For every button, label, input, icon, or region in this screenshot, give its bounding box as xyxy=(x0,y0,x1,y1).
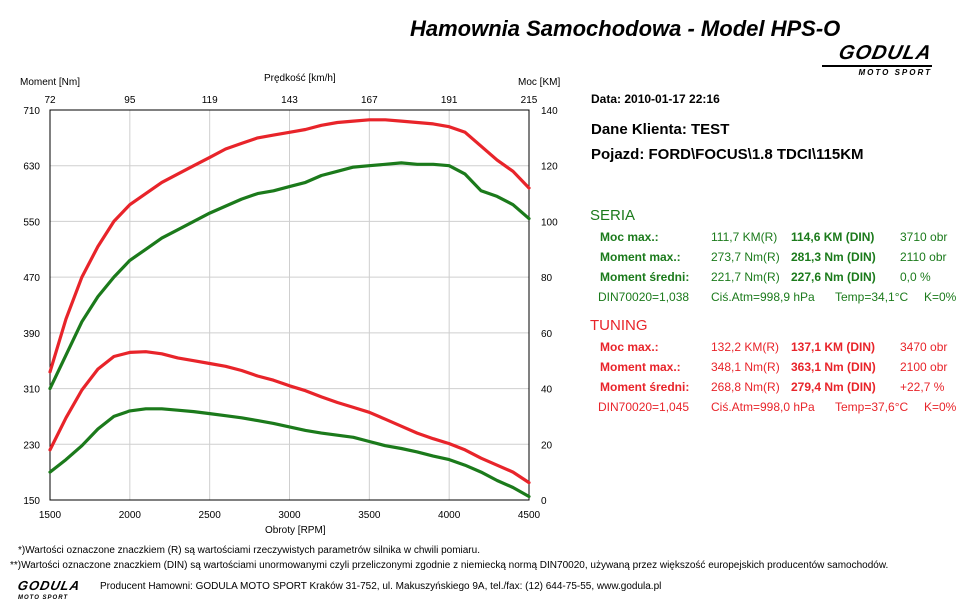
x-tick-label: 2500 xyxy=(199,510,222,521)
y-left-tick-label: 150 xyxy=(23,496,40,507)
y-left-tick-label: 230 xyxy=(23,440,40,451)
top-tick-label: 119 xyxy=(202,95,218,106)
footer-logo: GODULA MOTO SPORT xyxy=(16,577,96,602)
footnote-r: *)Wartości oznaczone znaczkiem (R) są wa… xyxy=(18,545,480,556)
seria-din: 281,3 Nm (DIN) xyxy=(791,250,876,264)
godula-logo: GODULA MOTO SPORT xyxy=(812,42,935,78)
tuning-r: 268,8 Nm(R) xyxy=(711,380,780,394)
y-right-tick-label: 100 xyxy=(541,217,558,228)
seria-torque-line xyxy=(48,407,531,499)
test-date: Data: 2010-01-17 22:16 xyxy=(591,92,720,106)
tuning-label: Moment średni: xyxy=(600,380,690,394)
x-tick-label: 4500 xyxy=(518,510,541,521)
tuning-torque-line xyxy=(48,350,531,485)
seria-extra: 3710 obr xyxy=(900,230,948,244)
y-right-tick-label: 20 xyxy=(541,440,553,451)
producer-info: Producent Hamowni: GODULA MOTO SPORT Kra… xyxy=(100,581,662,592)
y-right-tick-label: 80 xyxy=(541,273,553,284)
footer-logo-text: GODULA xyxy=(16,578,82,593)
top-axis-label: Prędkość [km/h] xyxy=(264,73,336,84)
tuning-atm: Ciś.Atm=998,0 hPa xyxy=(711,400,815,414)
tuning-din: 363,1 Nm (DIN) xyxy=(791,360,876,374)
top-tick-label: 72 xyxy=(44,95,56,106)
dyno-chart: 1500722000952500119300014335001674000191… xyxy=(20,73,560,536)
x-tick-label: 2000 xyxy=(119,510,142,521)
seria-extra: 0,0 % xyxy=(900,270,931,284)
y-left-tick-label: 310 xyxy=(23,385,40,396)
seria-label: Moc max.: xyxy=(600,230,659,244)
x-tick-label: 4000 xyxy=(438,510,461,521)
tuning-extra: 2100 obr xyxy=(900,360,948,374)
tuning-r: 348,1 Nm(R) xyxy=(711,360,780,374)
footnote-din: **)Wartości oznaczone znaczkiem (DIN) są… xyxy=(10,560,889,571)
plot-frame xyxy=(49,109,530,501)
seria-atm: Ciś.Atm=998,9 hPa xyxy=(711,290,815,304)
y-left-tick-label: 470 xyxy=(23,273,40,284)
tuning-din: 137,1 KM (DIN) xyxy=(791,340,876,354)
y-right-tick-label: 140 xyxy=(541,106,558,117)
tuning-label: Moc max.: xyxy=(600,340,659,354)
y-left-tick-label: 550 xyxy=(23,217,40,228)
seria-r: 273,7 Nm(R) xyxy=(711,250,780,264)
y-left-tick-label: 710 xyxy=(23,106,40,117)
seria-r: 111,7 KM(R) xyxy=(711,230,778,244)
seria-din: 114,6 KM (DIN) xyxy=(791,230,875,244)
chart-lines xyxy=(48,118,531,499)
x-tick-label: 1500 xyxy=(39,510,62,521)
seria-extra: 2110 obr xyxy=(900,250,947,264)
tuning-din: DIN70020=1,045 xyxy=(598,400,690,414)
logo-underline xyxy=(822,65,932,67)
x-tick-label: 3000 xyxy=(278,510,301,521)
x-axis-label: Obroty [RPM] xyxy=(265,525,326,536)
tuning-title: TUNING xyxy=(590,317,648,334)
seria-title: SERIA xyxy=(590,207,636,224)
left-axis-label: Moment [Nm] xyxy=(20,77,80,88)
top-tick-label: 191 xyxy=(441,95,458,106)
seria-din: DIN70020=1,038 xyxy=(598,290,690,304)
tuning-power-line xyxy=(48,118,531,374)
y-left-tick-label: 390 xyxy=(23,329,40,340)
client-name: Dane Klienta: TEST xyxy=(591,121,730,138)
tuning-k: K=0% xyxy=(924,400,957,414)
tuning-extra: 3470 obr xyxy=(900,340,948,354)
tuning-extra: +22,7 % xyxy=(900,380,945,394)
y-left-tick-label: 630 xyxy=(23,162,40,173)
y-right-tick-label: 0 xyxy=(541,496,547,507)
seria-temp: Temp=34,1°C xyxy=(835,290,909,304)
seria-label: Moment max.: xyxy=(600,250,681,264)
tuning-temp: Temp=37,6°C xyxy=(835,400,909,414)
top-tick-label: 143 xyxy=(281,95,298,106)
chart-ticks: 1500722000952500119300014335001674000191… xyxy=(23,95,558,521)
chart-grid xyxy=(50,110,529,500)
vehicle-name: Pojazd: FORD\FOCUS\1.8 TDCI\115KM xyxy=(591,146,864,163)
x-tick-label: 3500 xyxy=(358,510,381,521)
tuning-din: 279,4 Nm (DIN) xyxy=(791,380,876,394)
logo-text: GODULA xyxy=(836,42,935,64)
seria-power-line xyxy=(48,161,531,391)
top-tick-label: 167 xyxy=(361,95,378,106)
right-axis-label: Moc [KM] xyxy=(518,77,560,88)
logo-subtext: MOTO SPORT xyxy=(858,68,932,77)
y-right-tick-label: 60 xyxy=(541,329,553,340)
seria-r: 221,7 Nm(R) xyxy=(711,270,780,284)
seria-k: K=0% xyxy=(924,290,957,304)
tuning-label: Moment max.: xyxy=(600,360,681,374)
seria-din: 227,6 Nm (DIN) xyxy=(791,270,876,284)
seria-label: Moment średni: xyxy=(600,270,690,284)
chart-title: Hamownia Samochodowa - Model HPS-O xyxy=(410,16,841,41)
y-right-tick-label: 120 xyxy=(541,162,558,173)
footer-logo-subtext: MOTO SPORT xyxy=(18,595,69,601)
top-tick-label: 95 xyxy=(124,95,136,106)
tuning-r: 132,2 KM(R) xyxy=(711,340,780,354)
top-tick-label: 215 xyxy=(521,95,538,106)
y-right-tick-label: 40 xyxy=(541,385,553,396)
